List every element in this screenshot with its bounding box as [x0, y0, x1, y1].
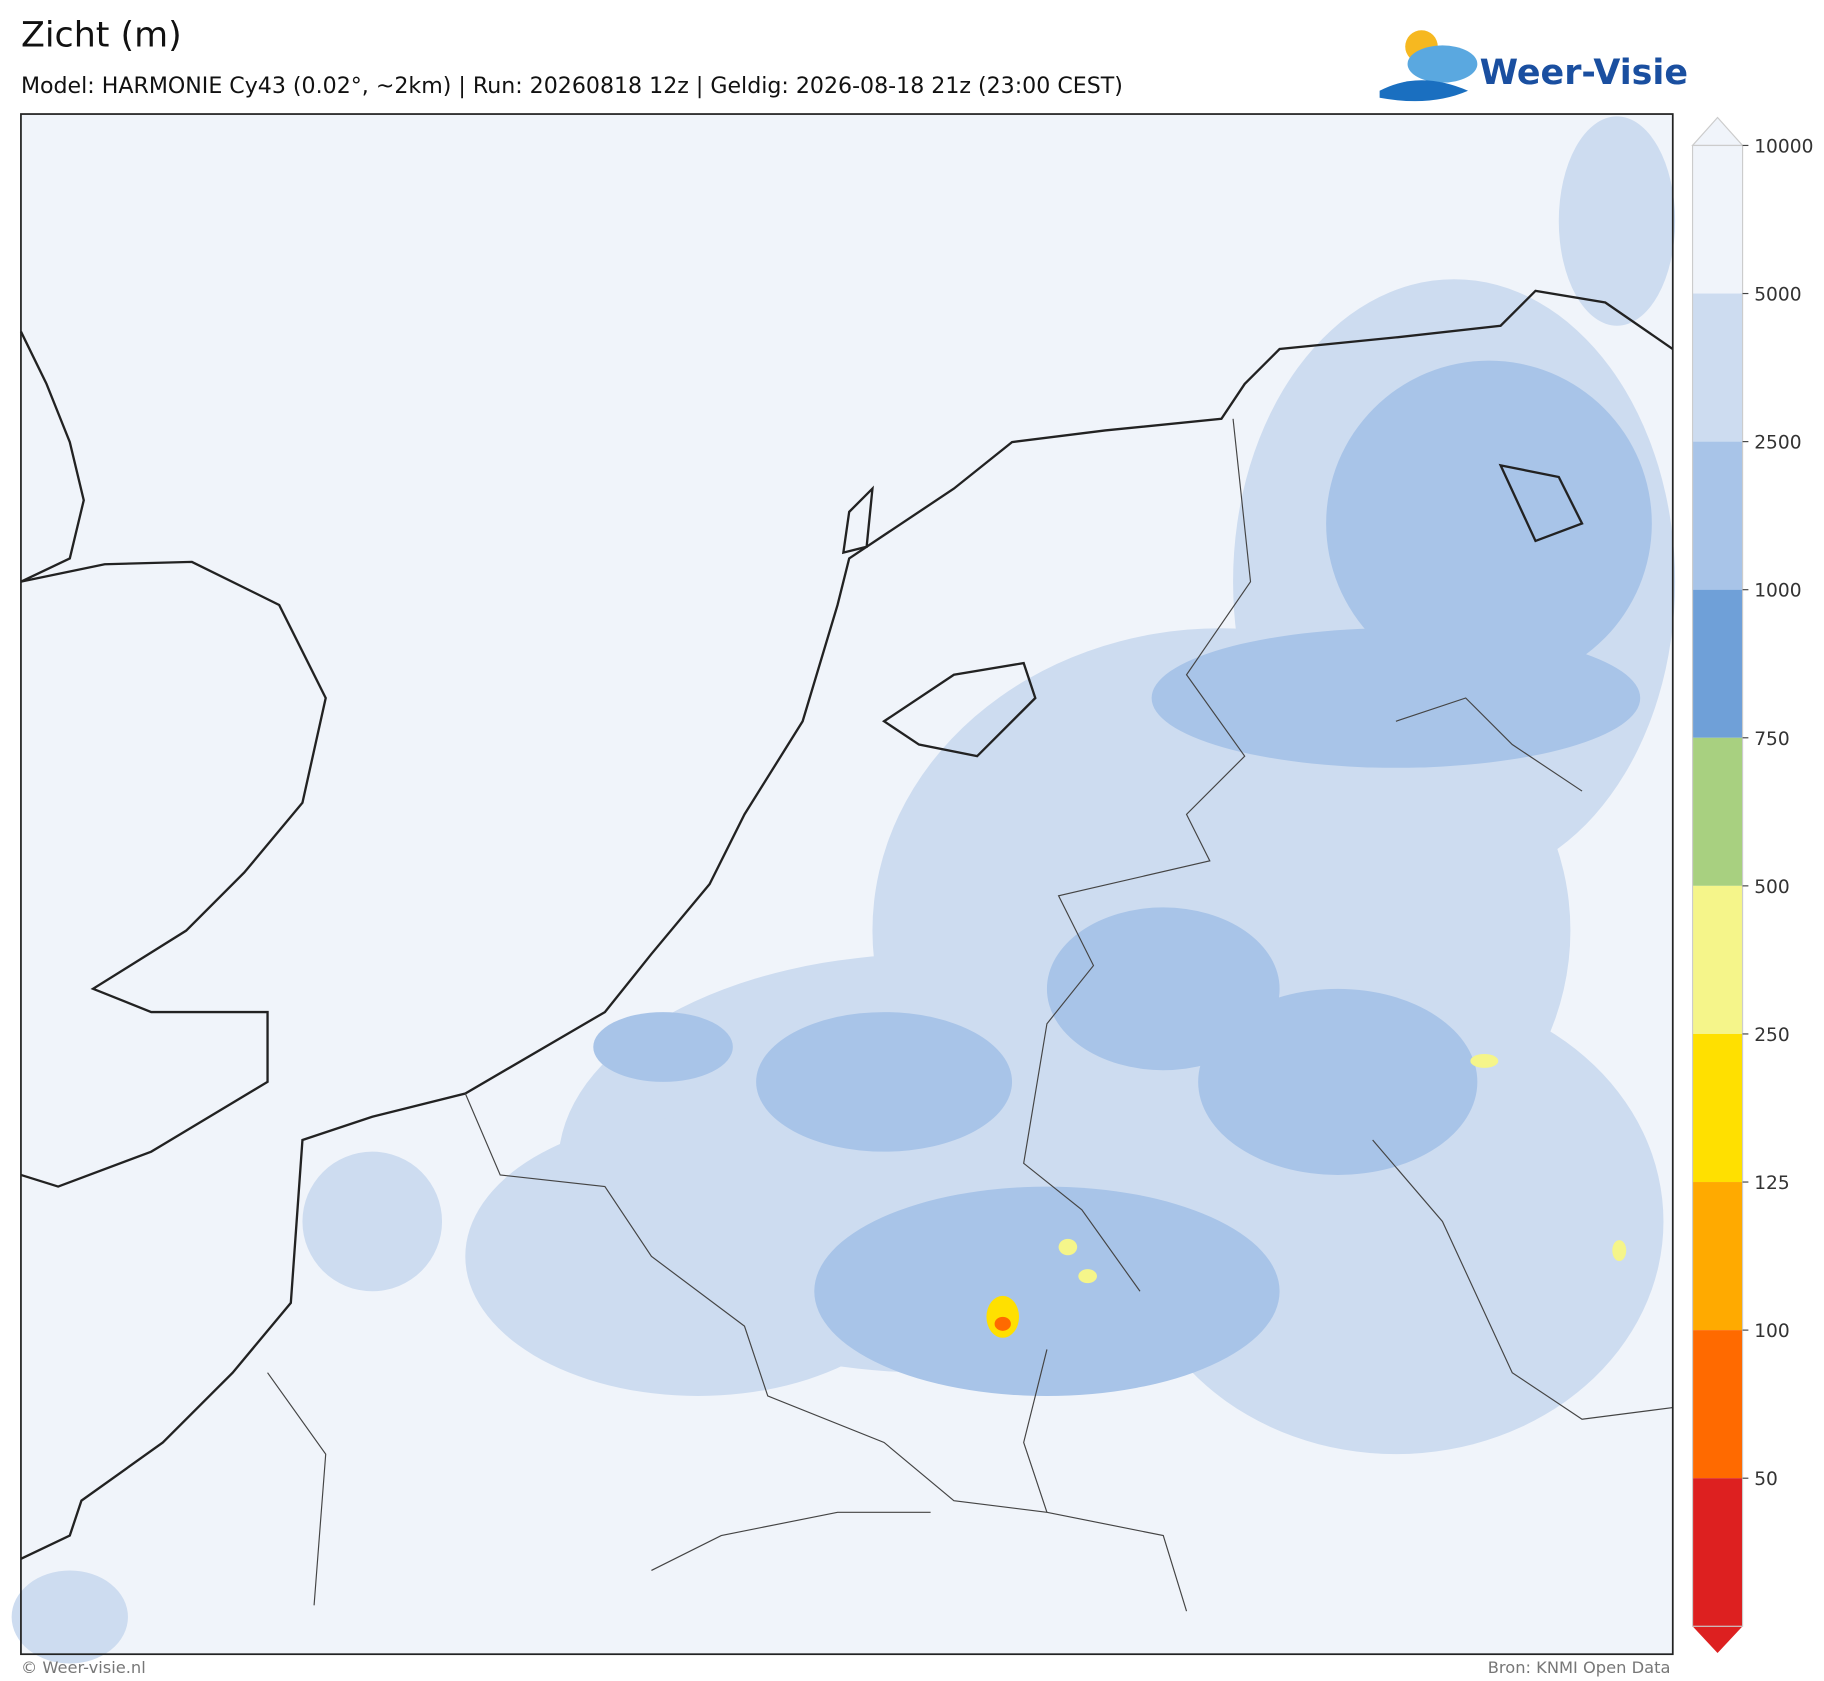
colorbar-tick-label: 100	[1754, 1321, 1790, 1342]
colorbar-segment	[1692, 885, 1743, 1034]
colorbar-segment	[1692, 293, 1743, 442]
footer-right: Bron: KNMI Open Data	[1488, 1658, 1671, 1677]
logo: Weer-Visie	[1379, 30, 1688, 102]
colorbar-tick-label: 1000	[1754, 581, 1801, 602]
colorbar-segment	[1692, 1330, 1743, 1479]
colorbar: 10000 5000 2500 1000 750 500 250 125 100 50	[1691, 116, 1813, 1654]
map	[11, 113, 1676, 1664]
colorbar-tick-label: 2500	[1754, 433, 1801, 454]
colorbar-tick-label: 750	[1754, 729, 1790, 750]
title: Zicht (m)	[21, 16, 182, 56]
colorbar-tick-label: 250	[1754, 1025, 1790, 1046]
colorbar-tick-label: 50	[1754, 1469, 1778, 1490]
colorbar-segment	[1692, 145, 1743, 294]
colorbar-tick-label: 5000	[1754, 285, 1801, 306]
colorbar-tick-label: 10000	[1754, 136, 1813, 157]
colorbar-segment	[1692, 737, 1743, 886]
colorbar-extend-top	[1691, 116, 1744, 147]
subtitle: Model: HARMONIE Cy43 (0.02°, ~2km) | Run…	[21, 73, 1123, 99]
footer-left: © Weer-visie.nl	[21, 1658, 146, 1677]
colorbar-tick-label: 500	[1754, 877, 1790, 898]
colorbar-segment	[1692, 441, 1743, 590]
logo-text: Weer-Visie	[1480, 53, 1688, 93]
colorbar-segment	[1692, 1182, 1743, 1331]
colorbar-segment	[1692, 1478, 1743, 1627]
colorbar-tick-label: 125	[1754, 1173, 1790, 1194]
colorbar-segment	[1692, 1033, 1743, 1183]
colorbar-extend-bottom	[1692, 1626, 1743, 1654]
colorbar-segment	[1692, 589, 1743, 738]
